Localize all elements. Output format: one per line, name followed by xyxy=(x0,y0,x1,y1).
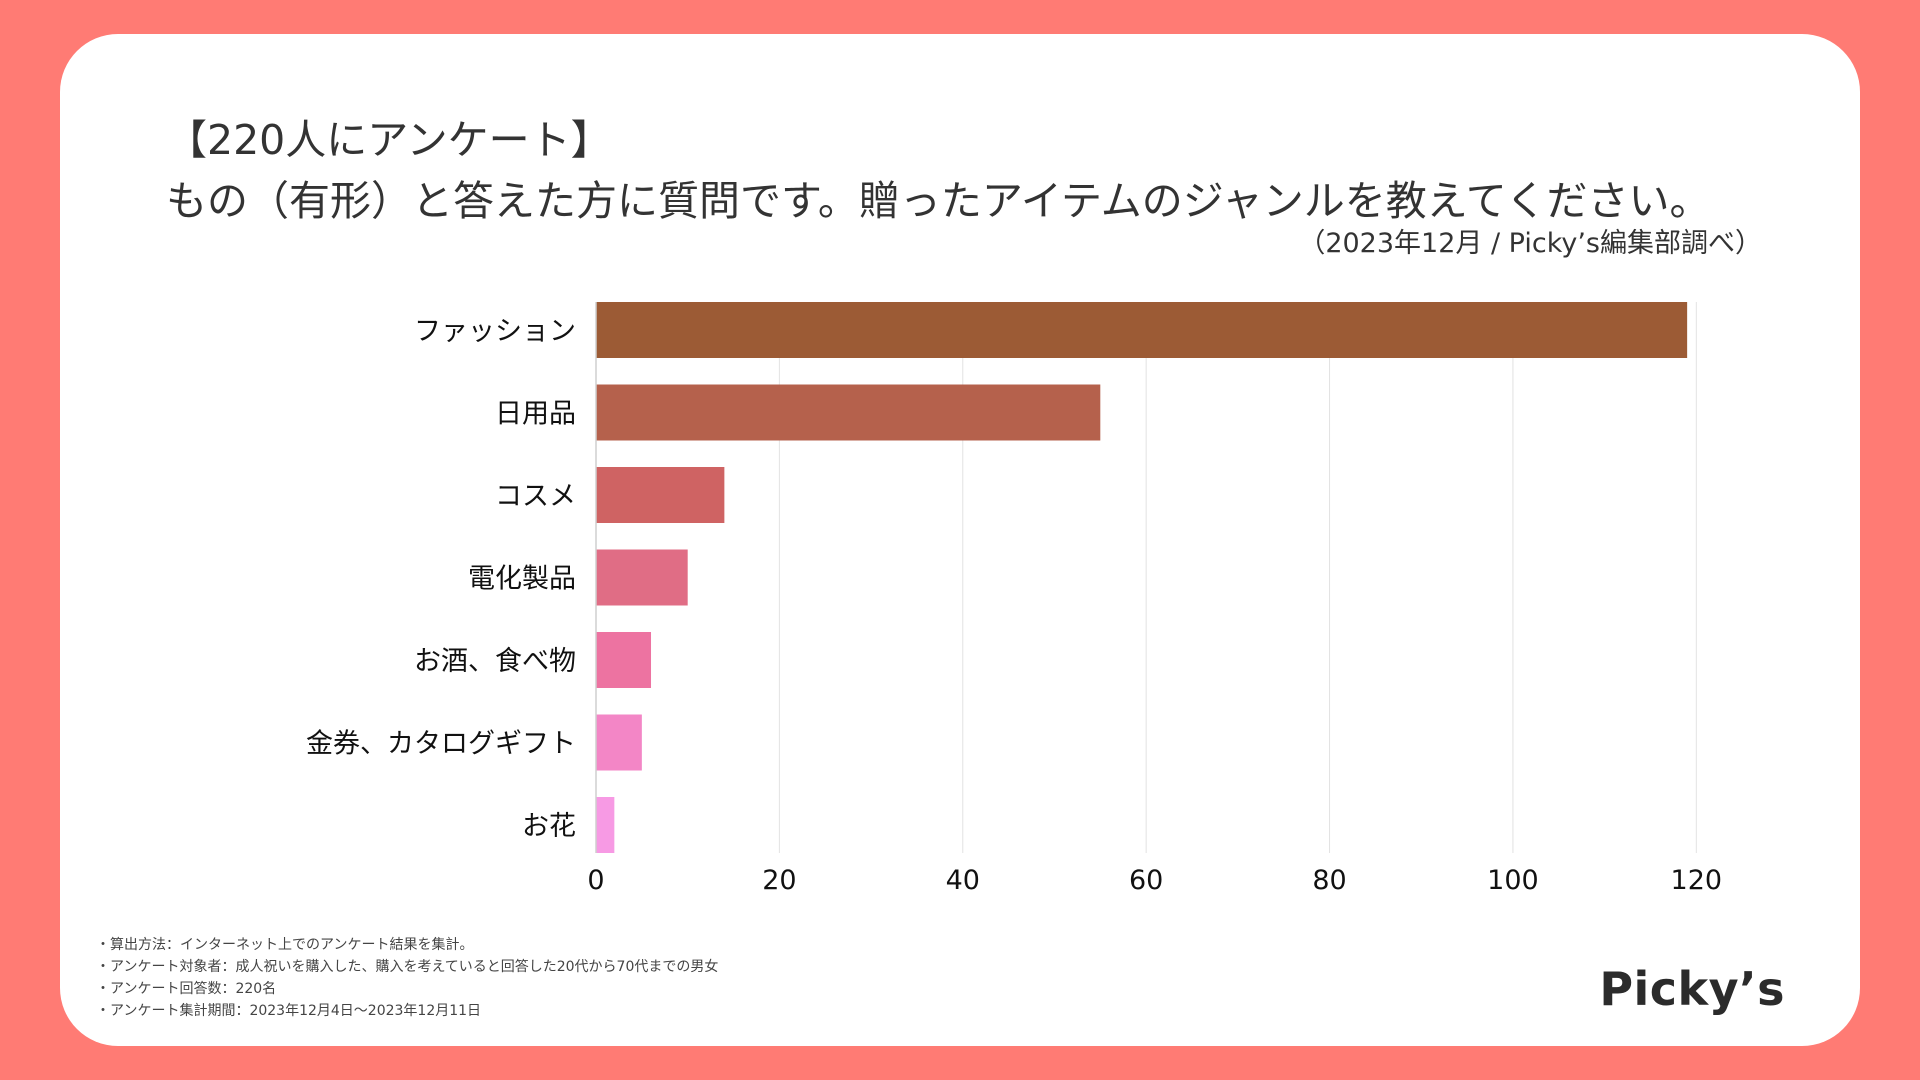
bar-4 xyxy=(596,632,652,688)
note-period: ・アンケート集計期間：2023年12月4日〜2023年12月11日 xyxy=(96,1003,482,1019)
content-card: 【220人にアンケート】 もの（有形）と答えた方に質問です。贈ったアイテムのジャ… xyxy=(60,34,1860,1046)
category-label: 金券、カタログギフト xyxy=(306,729,576,760)
note-target: ・アンケート対象者：成人祝いを購入した、購入を考えていると回答した20代から70… xyxy=(96,959,719,975)
x-tick-label: 120 xyxy=(1671,865,1723,896)
bar-0 xyxy=(596,302,1688,358)
note-count: ・アンケート回答数：220名 xyxy=(96,981,277,997)
title-line-1: 【220人にアンケート】 xyxy=(166,116,612,164)
pickys-logo: Picky’s xyxy=(1599,962,1785,1016)
category-label: お花 xyxy=(522,811,576,842)
x-tick-label: 100 xyxy=(1487,865,1539,896)
x-tick-label: 60 xyxy=(1129,865,1163,896)
x-tick-label: 0 xyxy=(587,865,604,896)
x-tick-label: 20 xyxy=(762,865,796,896)
survey-notes: ・算出方法：インターネット上でのアンケート結果を集計。 ・アンケート対象者：成人… xyxy=(96,934,718,1022)
bar-5 xyxy=(596,714,642,771)
source-note: （2023年12月 / Picky’s編集部調べ） xyxy=(1298,228,1762,259)
bar-2 xyxy=(596,467,725,523)
note-method: ・算出方法：インターネット上でのアンケート結果を集計。 xyxy=(96,937,474,953)
category-label: お酒、食べ物 xyxy=(414,646,576,677)
bar-6 xyxy=(596,797,615,853)
category-label: 日用品 xyxy=(495,399,576,430)
x-tick-label: 40 xyxy=(946,865,980,896)
title-line-2: もの（有形）と答えた方に質問です。贈ったアイテムのジャンルを教えてください。 xyxy=(166,177,1711,225)
bar-1 xyxy=(596,384,1101,441)
chart-title: 【220人にアンケート】 もの（有形）と答えた方に質問です。贈ったアイテムのジャ… xyxy=(166,110,1710,232)
bar-3 xyxy=(596,549,688,606)
category-label: コスメ xyxy=(495,481,576,512)
category-label: ファッション xyxy=(414,316,576,347)
category-label: 電化製品 xyxy=(468,564,576,595)
x-tick-label: 80 xyxy=(1312,865,1346,896)
